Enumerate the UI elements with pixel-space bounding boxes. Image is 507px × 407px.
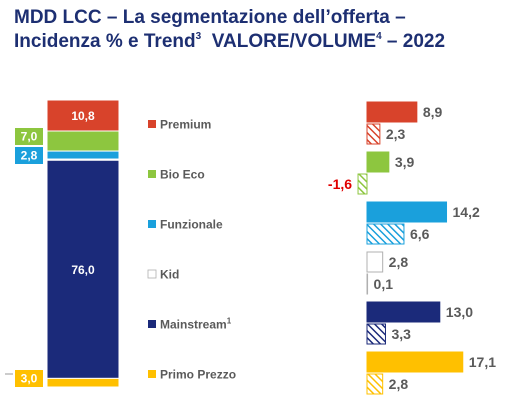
trend-bar-valore-funzionale <box>366 201 448 223</box>
stack-segment-primo-prezzo <box>46 377 120 388</box>
title-line-2b: VALORE/VOLUME <box>201 31 377 52</box>
trend-bar-volume-kid <box>366 273 369 295</box>
trend-bar-volume-primo-prezzo <box>366 373 384 395</box>
segment-legend: Premium Bio Eco Funzionale Kid Mainstream1 Pr… <box>147 118 236 382</box>
stack-label-mainstream: 76,0 <box>71 263 95 277</box>
legend-label-bio-eco: Bio Eco <box>160 168 205 182</box>
legend-swatch-mainstream <box>148 320 156 328</box>
stack-badge-label-primo-prezzo: 3,0 <box>21 372 38 386</box>
stack-badge-label-funzionale: 2,8 <box>21 149 38 163</box>
trend-label-volume-premium: 2,3 <box>386 126 406 142</box>
legend-label-premium: Premium <box>160 118 211 132</box>
title-line-2a: Incidenza % e Trend <box>14 31 196 52</box>
trend-label-volume-funzionale: 6,6 <box>410 226 430 242</box>
legend-label-kid: Kid <box>160 268 179 282</box>
trend-label-volume-bio-eco: -1,6 <box>328 176 352 192</box>
trend-bar-valore-kid <box>366 251 384 273</box>
stacked-share-bar: 10,87,02,80,476,03,0 <box>5 99 120 388</box>
legend-label-funzionale: Funzionale <box>160 218 223 232</box>
stack-label-premium: 10,8 <box>71 109 95 123</box>
title-line-1: MDD LCC – La segmentazione dell’offerta … <box>14 7 406 28</box>
stack-badge-funzionale <box>15 147 43 164</box>
trend-bar-valore-bio-eco <box>366 151 390 173</box>
legend-swatch-primo-prezzo <box>148 370 156 378</box>
legend-swatch-premium <box>148 120 156 128</box>
trend-bars: 8,92,33,9-1,614,26,62,80,113,03,317,12,8 <box>328 101 496 395</box>
trend-label-volume-mainstream: 3,3 <box>391 326 411 342</box>
trend-bar-volume-bio-eco <box>357 173 368 195</box>
stack-badge-bio-eco <box>15 128 43 145</box>
trend-label-valore-funzionale: 14,2 <box>453 204 480 220</box>
stack-segment-mainstream <box>46 159 120 379</box>
chart-title: MDD LCC – La segmentazione dell’offerta … <box>14 6 504 54</box>
stack-badge-label-bio-eco: 7,0 <box>21 130 38 144</box>
legend-label-primo-prezzo: Primo Prezzo <box>160 368 236 382</box>
legend-swatch-bio-eco <box>148 170 156 178</box>
title-line-2c: – 2022 <box>381 31 446 52</box>
stack-segment-premium <box>46 99 120 132</box>
trend-bar-volume-funzionale <box>366 223 405 245</box>
trend-label-volume-primo-prezzo: 2,8 <box>389 376 409 392</box>
legend-label-mainstream: Mainstream1 <box>160 317 232 332</box>
trend-bar-volume-mainstream <box>366 323 386 345</box>
trend-bar-valore-primo-prezzo <box>366 351 464 373</box>
trend-label-valore-kid: 2,8 <box>389 254 409 270</box>
trend-bar-volume-premium <box>366 123 381 145</box>
trend-label-valore-premium: 8,9 <box>423 104 443 120</box>
trend-label-valore-bio-eco: 3,9 <box>395 154 415 170</box>
stack-segment-bio-eco <box>46 130 120 152</box>
trend-bar-valore-mainstream <box>366 301 441 323</box>
trend-label-volume-kid: 0,1 <box>374 276 394 292</box>
title-sup-3: 3 <box>195 31 202 42</box>
stack-badge-primo-prezzo <box>15 370 43 387</box>
title-sup-4: 4 <box>376 31 382 42</box>
legend-swatch-funzionale <box>148 220 156 228</box>
legend-swatch-kid <box>147 269 157 279</box>
trend-bar-valore-premium <box>366 101 418 123</box>
trend-label-valore-primo-prezzo: 17,1 <box>469 354 496 370</box>
trend-label-valore-mainstream: 13,0 <box>446 304 473 320</box>
